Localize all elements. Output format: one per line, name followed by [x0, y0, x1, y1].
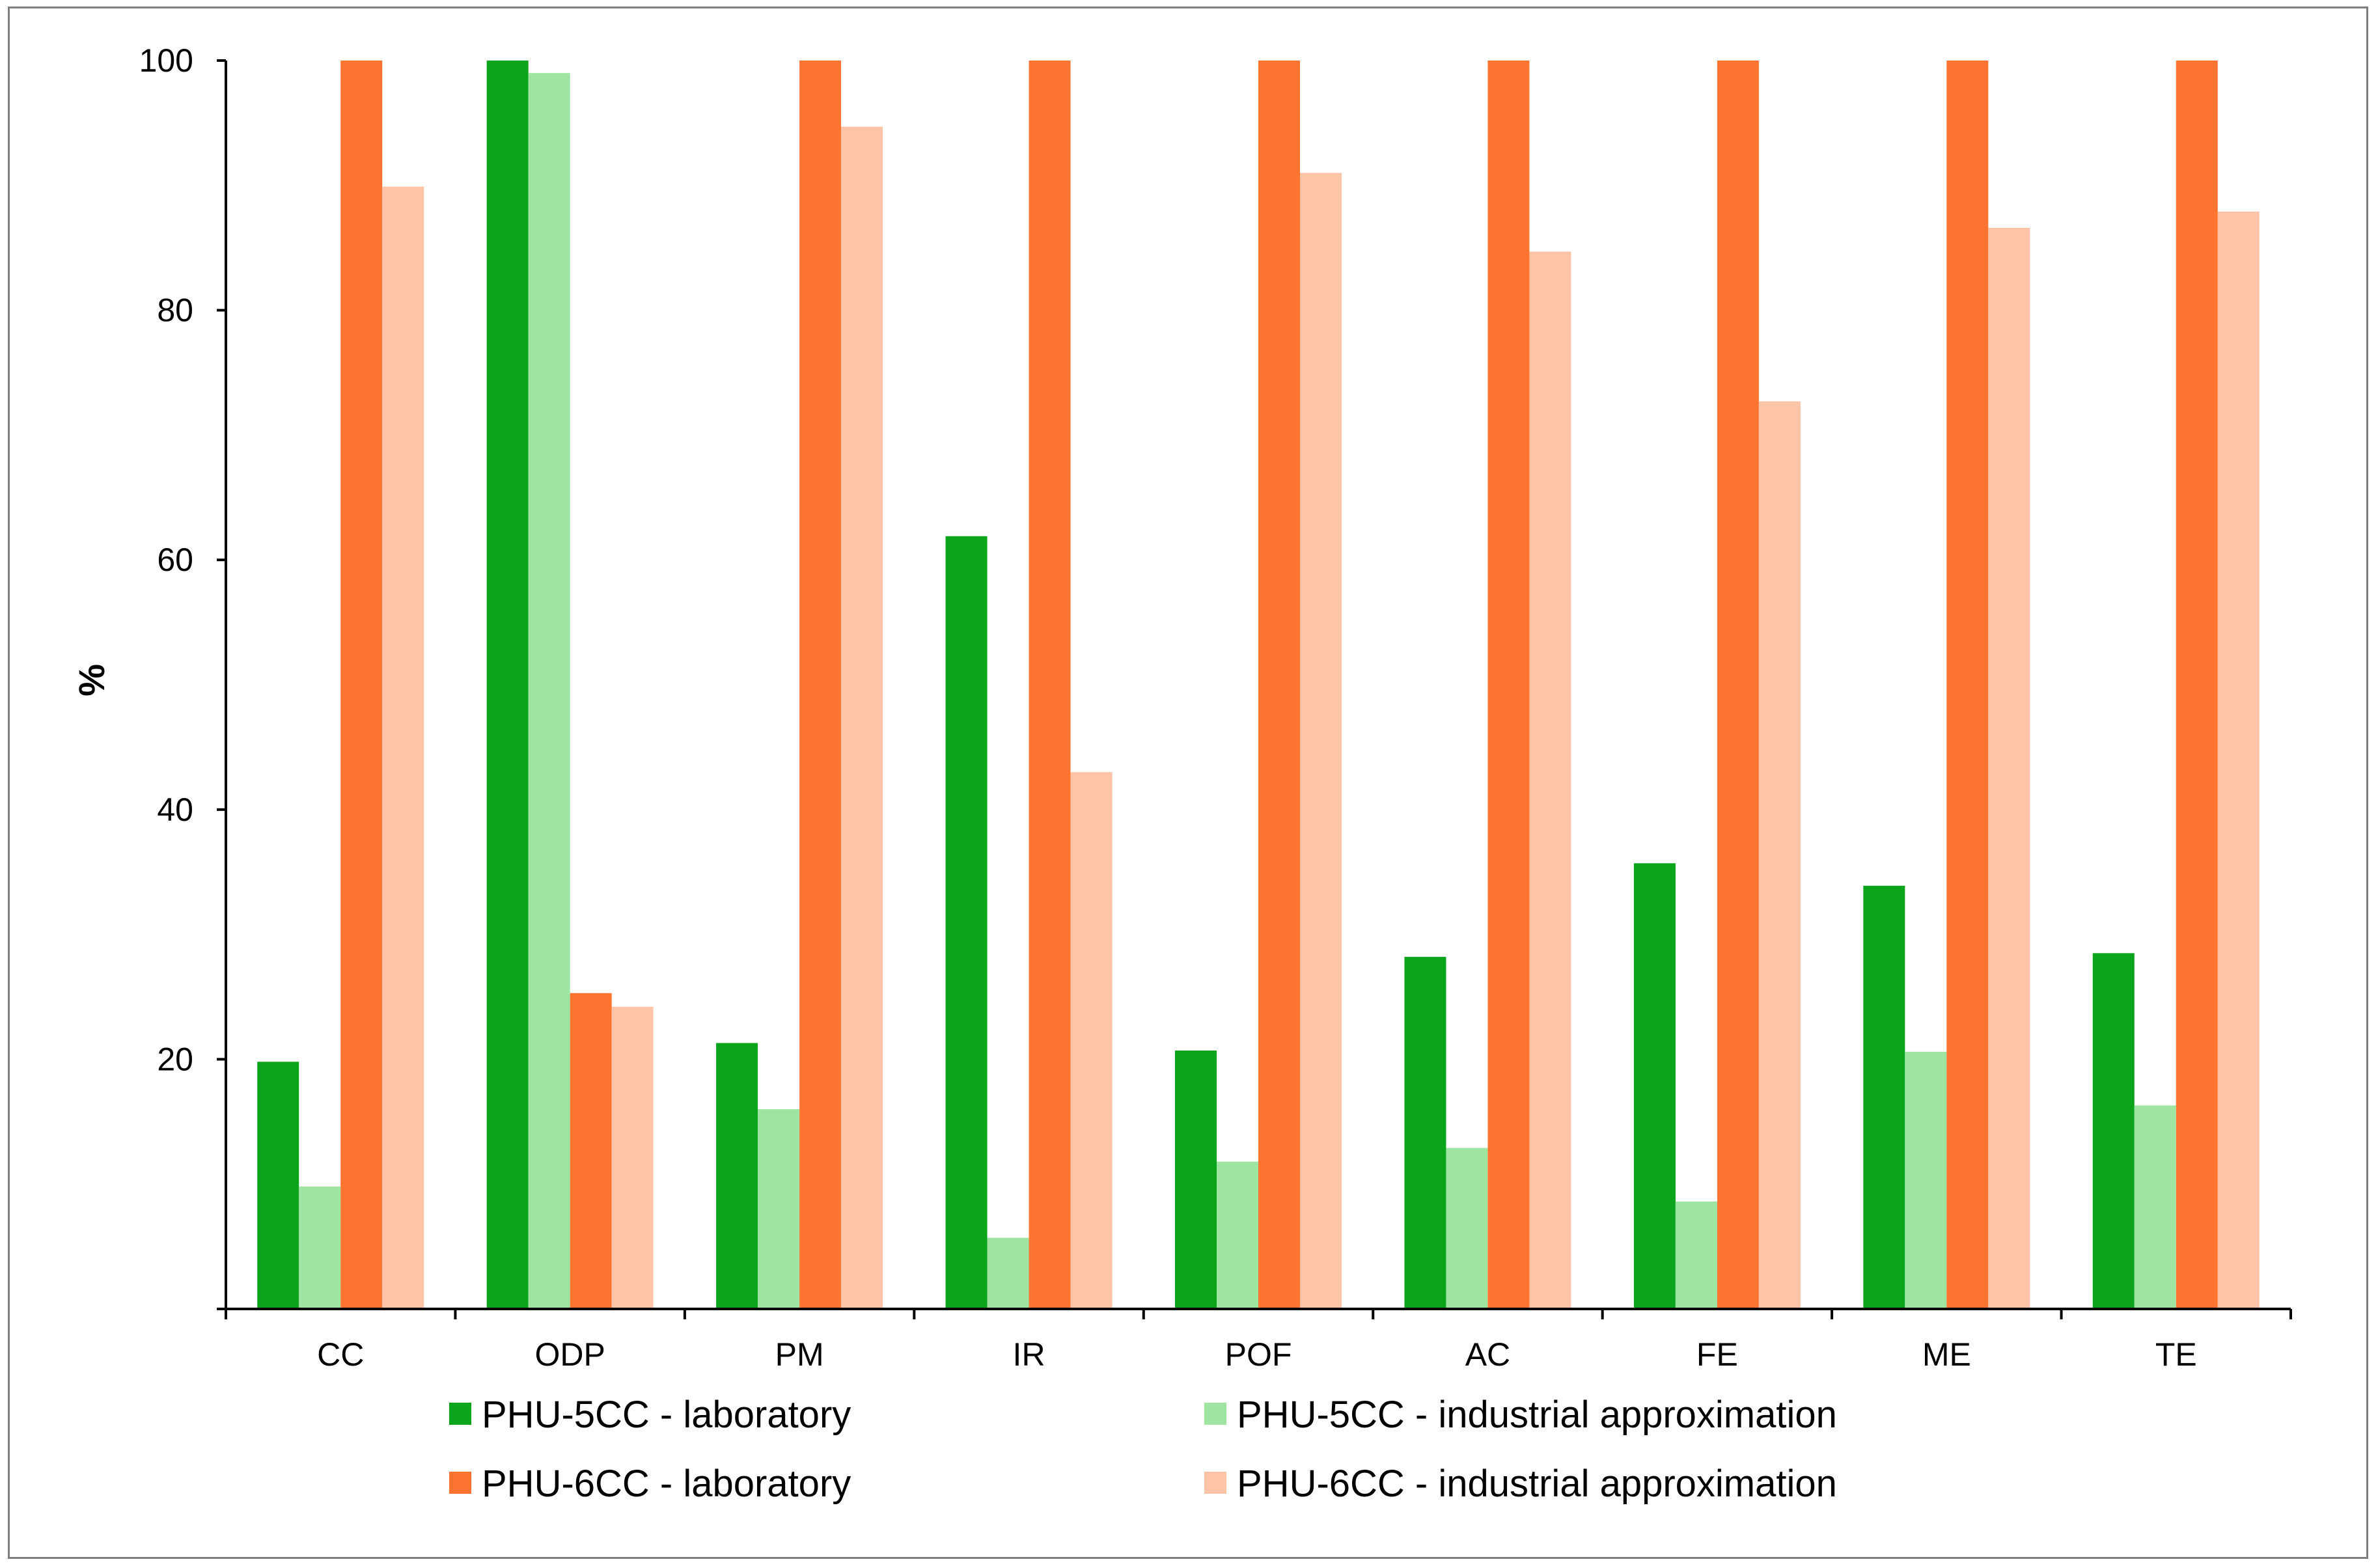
- bar-pm-series-4: [841, 126, 883, 1309]
- bar-odp-series-1: [486, 61, 529, 1309]
- y-axis-title: %: [71, 664, 112, 696]
- bar-fe-series-4: [1758, 401, 1801, 1309]
- bar-me-series-1: [1863, 885, 1905, 1309]
- bar-pof-series-3: [1258, 61, 1300, 1309]
- legend-label: PHU-6CC - industrial approximation: [1237, 1463, 1837, 1505]
- bar-pm-series-3: [799, 61, 842, 1309]
- bar-odp-series-3: [570, 993, 612, 1309]
- x-tick-label-te: TE: [2155, 1336, 2197, 1373]
- x-tick-label-cc: CC: [317, 1336, 364, 1373]
- bar-cc-series-3: [340, 61, 383, 1309]
- legend-label: PHU-6CC - laboratory: [482, 1463, 851, 1505]
- legend-swatch: [449, 1403, 471, 1425]
- x-tick-label-fe: FE: [1696, 1336, 1738, 1373]
- x-tick-label-odp: ODP: [534, 1336, 605, 1373]
- bar-pm-series-2: [758, 1109, 800, 1309]
- bar-te-series-3: [2176, 61, 2218, 1309]
- bar-me-series-2: [1905, 1051, 1947, 1309]
- bar-ir-series-3: [1029, 61, 1071, 1309]
- ticks-layer: [217, 59, 2292, 1319]
- bar-ir-series-1: [945, 536, 988, 1309]
- legend-entry-2: PHU-5CC - industrial approximation: [1204, 1394, 1837, 1436]
- bar-ac-series-3: [1487, 61, 1530, 1309]
- labels-layer: 20 40 60 80 100 CC ODP PM IR POF AC FE ME TE: [139, 42, 2197, 1373]
- bar-me-series-3: [1946, 61, 1989, 1309]
- y-tick-label: 60: [157, 542, 193, 578]
- bar-ac-series-1: [1404, 957, 1446, 1309]
- bar-odp-series-2: [528, 73, 570, 1309]
- legend-swatch: [1204, 1403, 1226, 1425]
- bar-ac-series-2: [1446, 1148, 1488, 1309]
- bar-odp-series-4: [611, 1006, 654, 1309]
- bar-pm-series-1: [716, 1043, 758, 1309]
- bar-te-series-2: [2134, 1105, 2176, 1309]
- bar-te-series-4: [2217, 212, 2260, 1309]
- legend-entry-3: PHU-6CC - laboratory: [449, 1463, 851, 1505]
- bar-pof-series-4: [1300, 172, 1342, 1309]
- bar-te-series-1: [2092, 953, 2135, 1309]
- bar-ir-series-4: [1070, 772, 1113, 1309]
- legend-entry-4: PHU-6CC - industrial approximation: [1204, 1463, 1837, 1505]
- legend-entry-1: PHU-5CC - laboratory: [449, 1394, 851, 1436]
- x-tick-label-ac: AC: [1465, 1336, 1510, 1373]
- bars-layer: [257, 61, 2260, 1310]
- legend-label: PHU-5CC - laboratory: [482, 1394, 851, 1436]
- y-tick-label: 80: [157, 292, 193, 329]
- bar-ac-series-4: [1529, 251, 1571, 1310]
- legend: PHU-5CC - laboratory PHU-5CC - industrial…: [449, 1394, 1837, 1505]
- bar-cc-series-2: [299, 1187, 341, 1309]
- x-tick-label-pm: PM: [775, 1336, 824, 1373]
- bar-fe-series-2: [1675, 1202, 1717, 1309]
- bar-ir-series-2: [987, 1237, 1029, 1309]
- y-tick-label: 100: [139, 42, 193, 79]
- bar-pof-series-1: [1175, 1050, 1217, 1309]
- bar-me-series-4: [1988, 228, 2030, 1310]
- legend-label: PHU-5CC - industrial approximation: [1237, 1394, 1837, 1436]
- y-tick-label: 20: [157, 1041, 193, 1077]
- axes-layer: [225, 61, 2291, 1310]
- y-tick-label: 40: [157, 791, 193, 828]
- legend-swatch: [1204, 1472, 1226, 1494]
- bar-fe-series-1: [1633, 863, 1676, 1309]
- legend-swatch: [449, 1472, 471, 1494]
- x-tick-label-pof: POF: [1225, 1336, 1292, 1373]
- bar-pof-series-2: [1217, 1161, 1258, 1309]
- bar-fe-series-3: [1717, 61, 1759, 1309]
- bar-cc-series-4: [382, 186, 424, 1309]
- x-tick-label-me: ME: [1922, 1336, 1971, 1373]
- bar-cc-series-1: [257, 1062, 299, 1309]
- x-tick-label-ir: IR: [1013, 1336, 1045, 1373]
